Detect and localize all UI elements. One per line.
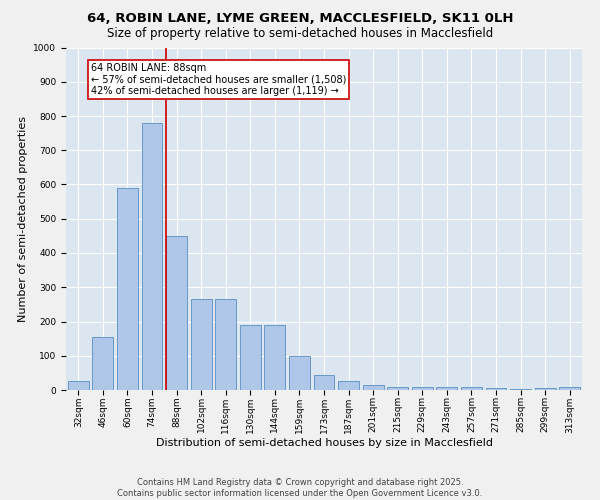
Bar: [412, 386, 433, 390]
Bar: [265, 325, 286, 390]
Bar: [387, 386, 408, 390]
Bar: [314, 374, 334, 390]
Bar: [68, 382, 89, 390]
Bar: [166, 236, 187, 390]
Y-axis label: Number of semi-detached properties: Number of semi-detached properties: [18, 116, 28, 322]
Text: Size of property relative to semi-detached houses in Macclesfield: Size of property relative to semi-detach…: [107, 28, 493, 40]
Text: 64 ROBIN LANE: 88sqm
← 57% of semi-detached houses are smaller (1,508)
42% of se: 64 ROBIN LANE: 88sqm ← 57% of semi-detac…: [91, 63, 346, 96]
Bar: [117, 188, 138, 390]
Bar: [240, 325, 261, 390]
Bar: [215, 299, 236, 390]
Bar: [338, 382, 359, 390]
Bar: [191, 299, 212, 390]
Bar: [559, 388, 580, 390]
Bar: [92, 337, 113, 390]
Bar: [535, 388, 556, 390]
X-axis label: Distribution of semi-detached houses by size in Macclesfield: Distribution of semi-detached houses by …: [155, 438, 493, 448]
Text: Contains HM Land Registry data © Crown copyright and database right 2025.
Contai: Contains HM Land Registry data © Crown c…: [118, 478, 482, 498]
Text: 64, ROBIN LANE, LYME GREEN, MACCLESFIELD, SK11 0LH: 64, ROBIN LANE, LYME GREEN, MACCLESFIELD…: [87, 12, 513, 26]
Bar: [362, 385, 383, 390]
Bar: [142, 123, 163, 390]
Bar: [289, 356, 310, 390]
Bar: [485, 388, 506, 390]
Bar: [461, 388, 482, 390]
Bar: [510, 389, 531, 390]
Bar: [436, 386, 457, 390]
